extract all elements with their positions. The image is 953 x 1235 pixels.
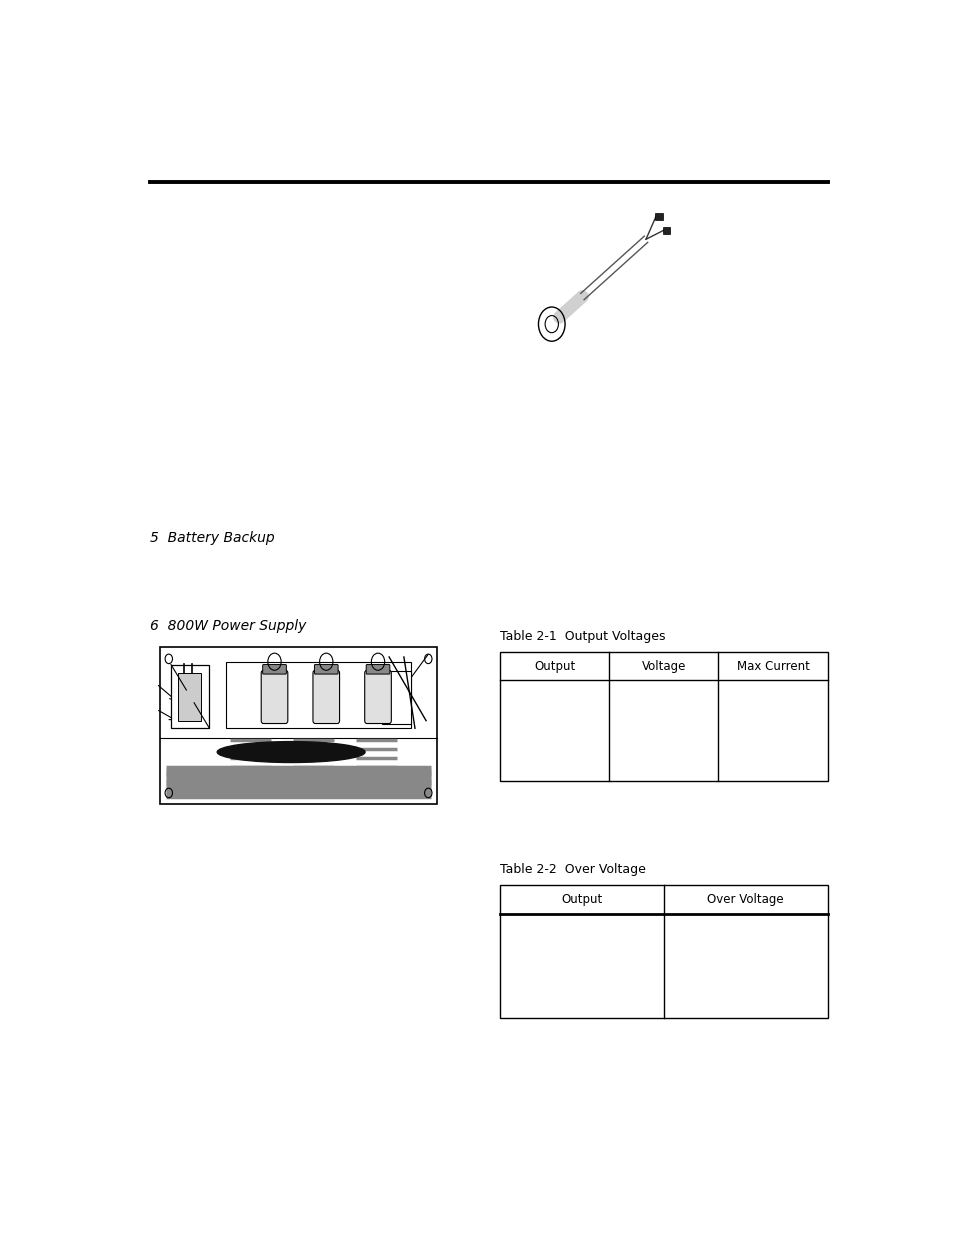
Text: Output: Output — [560, 893, 602, 906]
Text: 6  800W Power Supply: 6 800W Power Supply — [151, 619, 306, 634]
FancyBboxPatch shape — [262, 664, 286, 674]
Text: Voltage: Voltage — [641, 659, 685, 673]
FancyBboxPatch shape — [313, 671, 339, 724]
FancyBboxPatch shape — [381, 672, 411, 724]
FancyBboxPatch shape — [499, 885, 826, 1019]
Text: Max Current: Max Current — [736, 659, 808, 673]
FancyBboxPatch shape — [171, 664, 210, 729]
FancyBboxPatch shape — [160, 647, 436, 804]
FancyBboxPatch shape — [314, 664, 337, 674]
Ellipse shape — [217, 741, 365, 762]
FancyBboxPatch shape — [261, 671, 288, 724]
Text: Output: Output — [534, 659, 575, 673]
FancyBboxPatch shape — [226, 662, 411, 729]
FancyBboxPatch shape — [499, 652, 826, 781]
FancyBboxPatch shape — [178, 673, 200, 721]
FancyBboxPatch shape — [655, 212, 662, 220]
FancyBboxPatch shape — [662, 227, 670, 233]
FancyBboxPatch shape — [364, 671, 391, 724]
Text: Table 2-1  Output Voltages: Table 2-1 Output Voltages — [499, 630, 665, 642]
FancyBboxPatch shape — [366, 664, 390, 674]
Text: Table 2-2  Over Voltage: Table 2-2 Over Voltage — [499, 863, 645, 876]
Text: Over Voltage: Over Voltage — [706, 893, 783, 906]
Text: 5  Battery Backup: 5 Battery Backup — [151, 531, 274, 545]
